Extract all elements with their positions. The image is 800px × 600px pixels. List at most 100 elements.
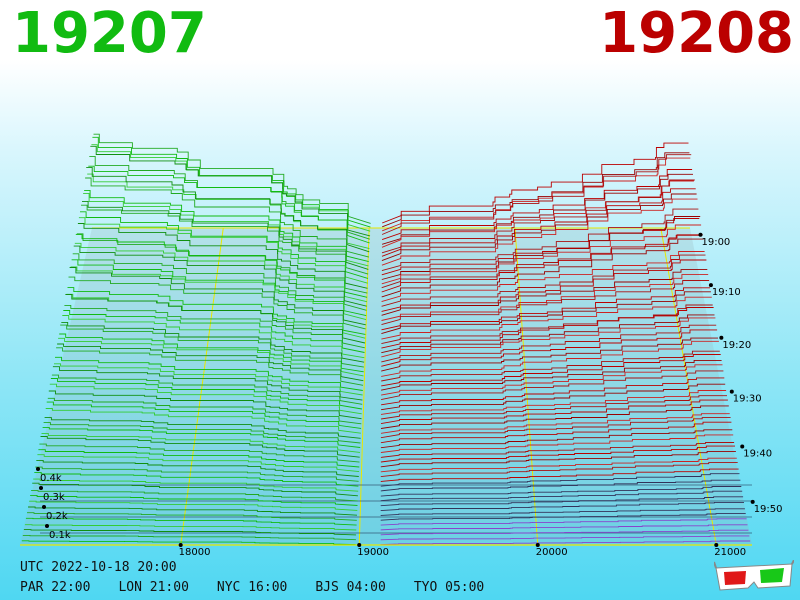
bid-depth-line [28,506,358,516]
ask-depth-line [381,179,695,254]
bid-depth-line [35,466,359,482]
ask-depth-line [381,234,703,293]
bid-depth-line [23,529,357,536]
bid-depth-line [40,436,360,458]
bid-depth-line [70,266,367,321]
ask-depth-line [380,468,739,482]
ask-depth-line [380,429,733,449]
ask-depth-line [381,269,708,316]
bid-depth-line [57,343,364,382]
ask-depth-line [381,251,705,303]
chart-axes: 18000 19000 20000 21000 19:00 19:10 19:20 19:30… [20,232,783,558]
ask-depth-line [381,173,693,245]
time-tick [750,499,755,504]
bid-depth-line [46,401,362,429]
bid-depth-line [33,478,359,492]
ask-depth-line [380,445,735,463]
ask-depth-line [381,329,718,367]
ask-series [380,142,751,546]
ask-depth-line [380,496,744,507]
bid-depth-line [29,500,358,511]
ask-depth-line [381,324,717,363]
bid-depth-line [36,459,359,477]
ask-depth-line [381,180,694,248]
time-tick [719,335,724,340]
bid-depth-line [78,217,368,284]
bid-series [21,133,371,546]
bid-depth-line [25,517,357,526]
time-tick [708,283,713,288]
time-tick-label: 19:40 [743,448,772,459]
bid-depth-line [24,524,357,531]
ask-depth-line [381,234,702,289]
ask-depth-line [381,218,700,276]
bid-depth-line [93,133,371,224]
price-tick-label: 21000 [714,547,746,558]
bid-depth-line [73,245,367,307]
time-tick-label: 19:30 [733,394,762,405]
bid-depth-line [27,512,357,521]
bid-depth-line [22,534,356,541]
ask-depth-line [380,473,740,487]
depth-tick [42,505,46,509]
bid-price: 19207 [12,1,207,66]
order-book-depth-chart: 18000 19000 20000 21000 19:00 19:10 19:20 19:30… [20,133,783,558]
ask-depth-line [381,193,697,262]
depth-tick-label: 0.3k [43,492,65,503]
ask-depth-line [381,337,718,372]
ask-depth-line [381,370,724,401]
bid-depth-line [80,211,369,279]
3d-glasses-icon[interactable] [714,560,794,594]
utc-clock: UTC 2022-10-18 20:00 [20,560,177,575]
bid-depth-line [76,233,368,294]
bid-depth-line [84,189,369,263]
time-tick-label: 19:10 [712,287,741,298]
ask-depth-line [380,518,747,526]
ask-depth-line [381,169,693,241]
ask-depth-line [381,364,723,396]
bid-depth-line [55,356,363,391]
ask-depth-line [381,383,726,411]
bid-depth-line [91,144,371,232]
clock-new-york: NYC 16:00 [216,580,288,595]
bid-depth-line [77,223,368,289]
clock-london: LON 21:00 [118,580,189,595]
ask-depth-line [381,224,702,285]
bid-depth-line [72,253,367,311]
clock-paris: PAR 22:00 [20,580,91,595]
ask-depth-line [380,508,745,516]
ask-depth-line [381,307,714,349]
ask-depth-line [381,208,699,272]
bid-depth-line [45,408,361,434]
bid-depth-line [56,347,364,386]
ask-depth-line [381,314,715,354]
bid-depth-line [69,267,366,326]
ask-depth-line [380,457,737,473]
ask-depth-line [381,188,696,257]
price-tick [178,543,183,547]
ask-depth-line [380,450,736,468]
price-grid-line [180,227,224,546]
ask-depth-line [381,354,721,387]
ask-depth-line [381,340,719,377]
bid-depth-line [86,166,370,253]
ask-depth-line [380,535,750,541]
ask-depth-line [380,417,731,439]
bid-depth-line [74,242,368,303]
time-tick-label: 19:00 [701,237,730,248]
ask-depth-line [380,442,735,458]
bid-depth-line [54,363,363,396]
bid-depth-line [32,482,358,497]
bid-depth-line [52,366,363,401]
bid-depth-line [63,310,365,353]
ask-depth-line [381,287,710,331]
bid-depth-line [41,432,361,453]
price-tick [357,543,362,547]
ask-depth-line [381,274,709,321]
ask-depth-line [381,377,725,406]
ask-depth-line [381,198,698,266]
bid-depth-line [71,259,367,317]
bid-depth-line [37,454,360,473]
time-tick [740,444,745,449]
ask-depth-line [380,529,749,536]
